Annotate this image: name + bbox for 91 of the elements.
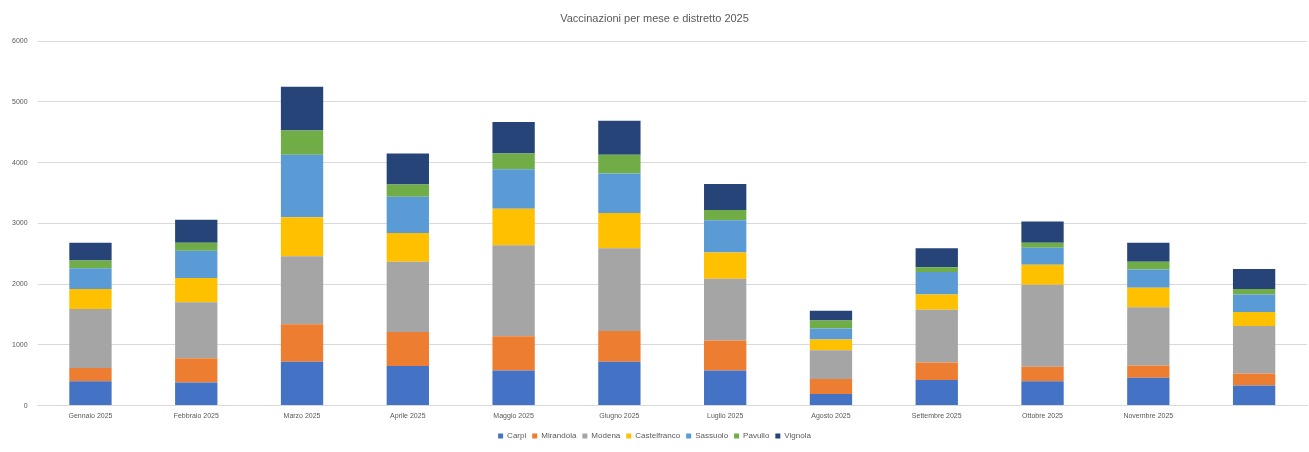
bar [69, 309, 112, 368]
bar [915, 362, 958, 381]
bar [492, 153, 535, 170]
bar [175, 302, 218, 359]
bar [280, 154, 324, 218]
bar [809, 394, 853, 406]
bar [492, 336, 535, 371]
bar [280, 256, 324, 325]
bar [915, 309, 958, 363]
legend-label: Mirandola [541, 431, 577, 441]
bar [704, 340, 747, 371]
bar [1232, 294, 1276, 313]
bar [1021, 264, 1064, 285]
bar [809, 350, 853, 379]
bar [1127, 287, 1170, 308]
bar [386, 332, 429, 367]
bar [280, 324, 324, 362]
bar [69, 242, 112, 261]
bar [915, 267, 958, 272]
bar [386, 261, 429, 333]
bar [1127, 307, 1170, 366]
bar [175, 219, 218, 243]
bar [1232, 288, 1276, 295]
bar [1127, 377, 1170, 406]
bar [598, 361, 641, 406]
bar [1021, 247, 1064, 265]
bar [175, 242, 218, 251]
bar [175, 250, 218, 279]
legend-label: Pavullo [743, 431, 770, 441]
bar [915, 294, 958, 310]
bar [386, 184, 429, 197]
bar [1021, 242, 1064, 248]
bar [704, 252, 747, 279]
chart-title: Vaccinazioni per mese e distretto 2025 [560, 11, 749, 24]
bar [1127, 269, 1170, 288]
bar [386, 366, 429, 406]
legend-label: Vignola [784, 431, 812, 441]
bar [280, 217, 324, 257]
bar [704, 183, 747, 211]
bar [492, 245, 535, 337]
legend-label: Sassuolo [695, 431, 729, 441]
bar [492, 370, 535, 406]
bar [492, 169, 535, 209]
bar [704, 220, 747, 253]
bar [598, 213, 641, 249]
bar [1021, 381, 1064, 406]
bar [175, 278, 218, 303]
bar [1127, 365, 1170, 378]
bar [69, 268, 112, 289]
bar [69, 260, 112, 269]
bar [598, 173, 641, 214]
bar [69, 381, 112, 406]
bar [69, 288, 112, 310]
bar [1021, 366, 1064, 382]
bar [915, 248, 958, 268]
bar [1127, 242, 1170, 262]
bar [386, 196, 429, 234]
bar [809, 339, 853, 351]
bar [280, 361, 324, 406]
bar [704, 210, 747, 221]
bar [598, 154, 641, 174]
bar [915, 380, 958, 406]
bar [704, 278, 747, 341]
bar [280, 130, 324, 155]
bar [1021, 221, 1064, 243]
bar [1127, 261, 1170, 270]
bar [598, 120, 641, 155]
legend-label: Castelfranco [635, 431, 681, 441]
bar [704, 370, 747, 406]
bar [492, 208, 535, 246]
bar [175, 358, 218, 383]
bar [915, 271, 958, 295]
bar [69, 367, 112, 382]
bar [809, 328, 853, 340]
bar [175, 382, 218, 406]
bar [1021, 284, 1064, 367]
bar [1232, 373, 1276, 386]
bar [280, 86, 324, 131]
bar [386, 233, 429, 262]
bar [809, 378, 853, 395]
bar [1232, 326, 1276, 374]
bar [386, 153, 429, 185]
bar [492, 121, 535, 154]
bar [1232, 385, 1276, 406]
bar [1232, 268, 1276, 289]
bar [1232, 312, 1276, 327]
bar [598, 330, 641, 362]
legend-label: Modena [591, 431, 621, 441]
legend-label: Carpi [507, 431, 527, 441]
bar [809, 310, 853, 321]
bar [598, 248, 641, 331]
